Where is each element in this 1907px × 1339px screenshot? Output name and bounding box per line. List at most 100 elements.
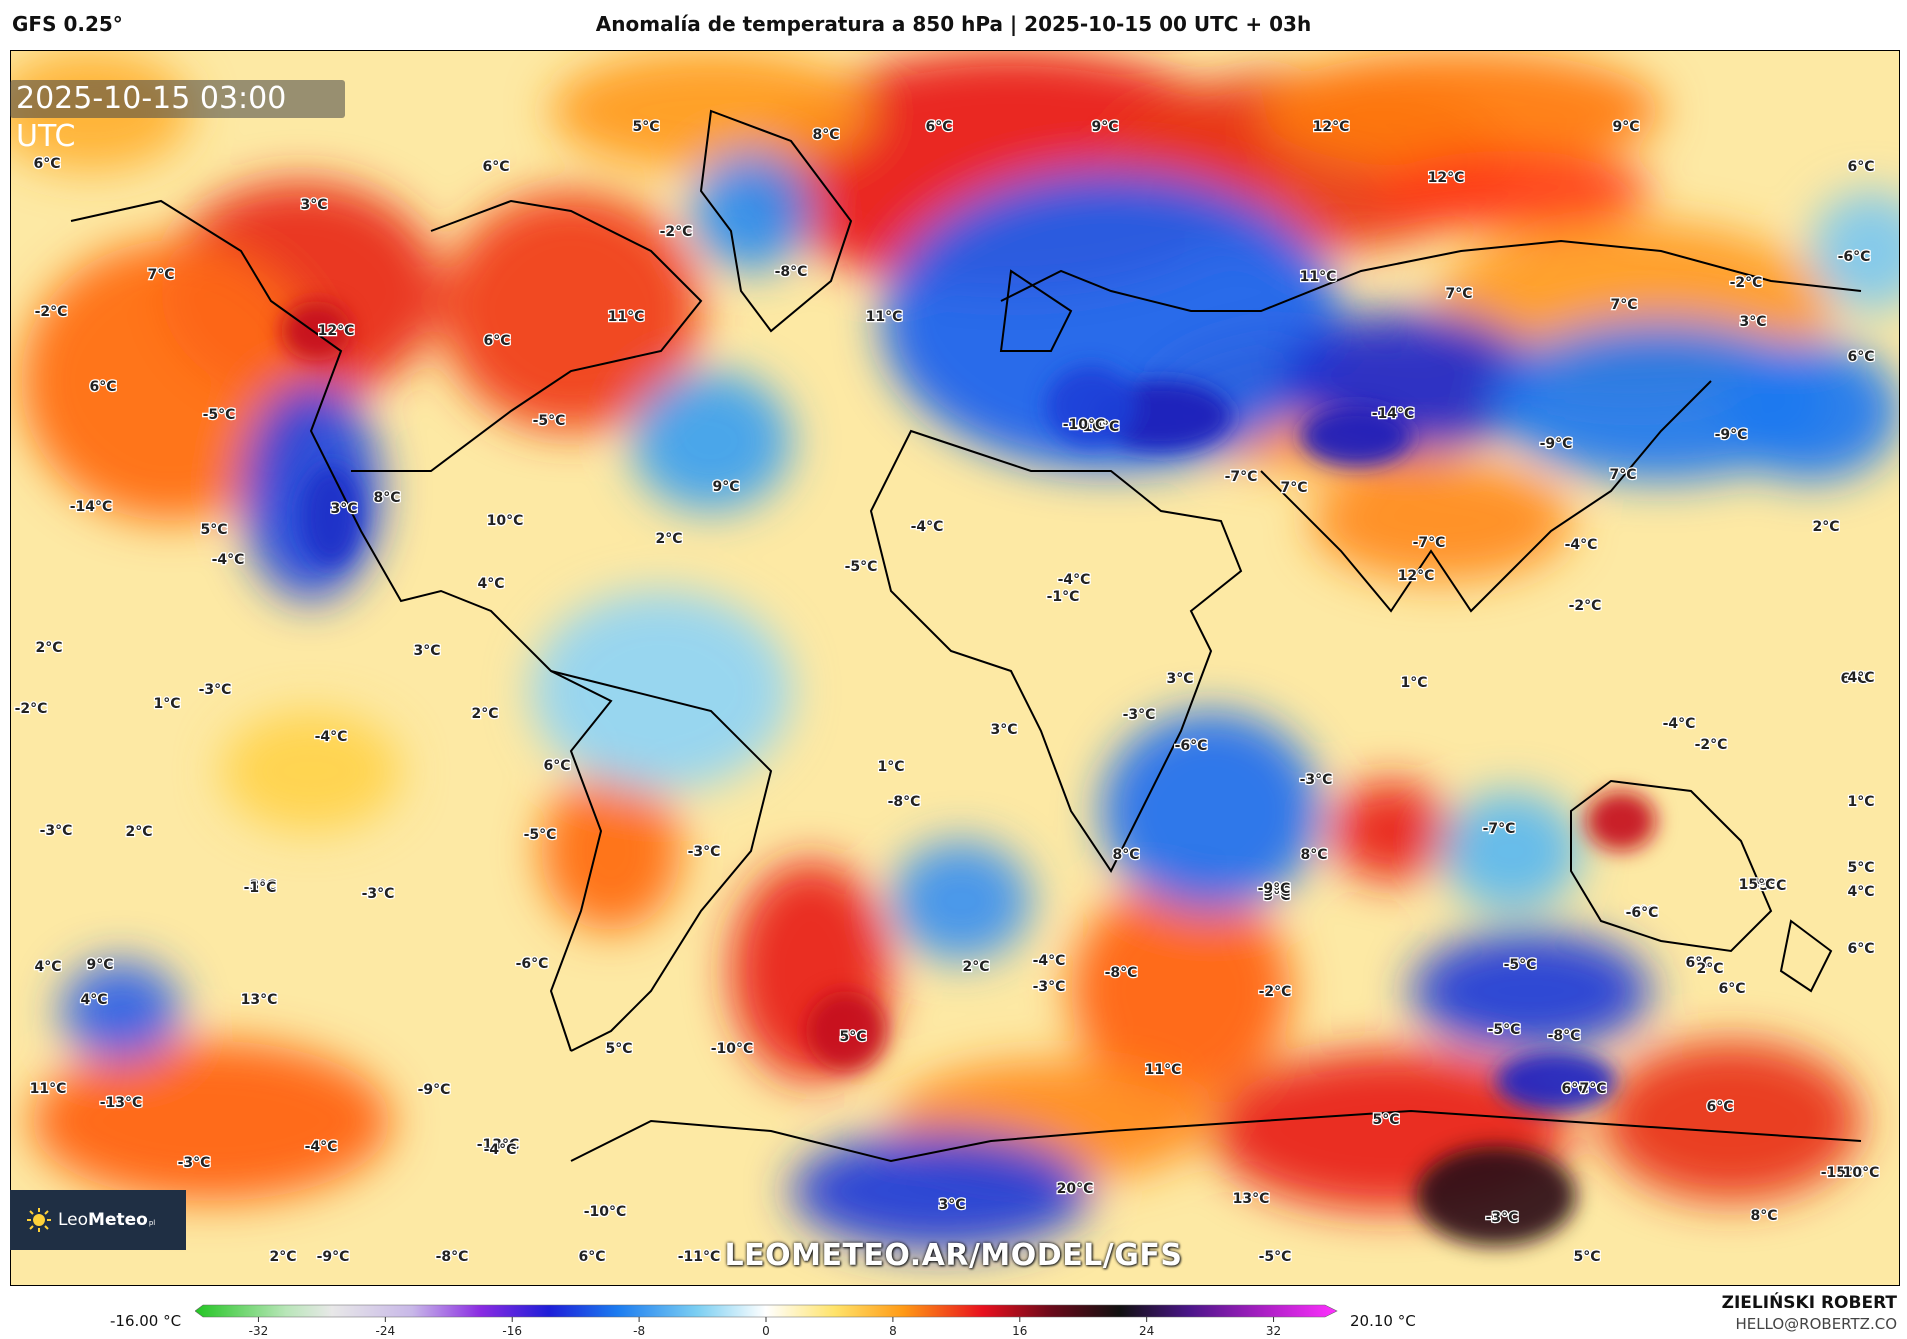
- source-watermark: LEOMETEO.AR/MODEL/GFS: [724, 1238, 1183, 1273]
- temperature-label: -3°C: [40, 823, 73, 839]
- temperature-label: 1°C: [153, 696, 180, 712]
- anomaly-patch: [1496, 1051, 1616, 1111]
- temperature-label: 2°C: [962, 959, 989, 975]
- temperature-label: -4°C: [212, 552, 245, 568]
- temperature-label: 2°C: [35, 640, 62, 656]
- temperature-label: -2°C: [15, 701, 48, 717]
- temperature-label: -10°C: [1063, 417, 1106, 433]
- anomaly-patch: [1331, 781, 1451, 881]
- temperature-label: -2°C: [660, 224, 693, 240]
- temperature-label: 13°C: [1233, 1191, 1270, 1207]
- temperature-label: -3°C: [688, 844, 721, 860]
- temperature-label: 20°C: [1057, 1181, 1094, 1197]
- anomaly-patch: [1586, 791, 1656, 851]
- anomaly-patch: [541, 771, 681, 931]
- temperature-label: 2°C: [471, 706, 498, 722]
- temperature-label: 4°C: [34, 959, 61, 975]
- temperature-label: -5°C: [1754, 878, 1787, 894]
- model-label: GFS 0.25°: [12, 12, 123, 36]
- anomaly-patch: [441, 191, 701, 431]
- temperature-label: 7°C: [147, 267, 174, 283]
- temperature-label: -2°C: [1730, 275, 1763, 291]
- temperature-label: 2°C: [1812, 519, 1839, 535]
- coastline: [999, 269, 1073, 352]
- temperature-label: 1°C: [1400, 675, 1427, 691]
- temperature-label: -4°C: [1565, 537, 1598, 553]
- temperature-label: -4°C: [305, 1139, 338, 1155]
- anomaly-patch: [221, 711, 401, 831]
- temperature-label: -6°C: [1626, 905, 1659, 921]
- temperature-label: 4°C: [477, 576, 504, 592]
- temperature-label: -3°C: [1123, 707, 1156, 723]
- temperature-label: 15°C: [1739, 877, 1776, 893]
- temperature-label: -9°C: [317, 1249, 350, 1265]
- colorbar-tick-label: 8: [889, 1324, 897, 1337]
- temperature-label: -3°C: [178, 1155, 211, 1171]
- anomaly-patch: [31, 1041, 391, 1201]
- colorbar-max-label: 20.10 °C: [1350, 1312, 1416, 1330]
- colorbar: -32 -24 -16 -8 0 8 16 24 32: [195, 1304, 1338, 1337]
- temperature-label: 3°C: [249, 878, 276, 894]
- colorbar-tick-label: 32: [1266, 1324, 1281, 1337]
- coastline: [1000, 239, 1862, 312]
- coastline: [699, 109, 853, 333]
- temperature-label: 12°C: [1428, 170, 1465, 186]
- coastline: [70, 199, 613, 1052]
- temperature-label: -5°C: [1488, 1022, 1521, 1038]
- logo-text-meteo: Meteo: [88, 1210, 148, 1230]
- temperature-label: 3°C: [330, 501, 357, 517]
- temperature-label: 6°C: [1847, 159, 1874, 175]
- temperature-label: 11°C: [866, 309, 903, 325]
- temperature-label: 2°C: [269, 1249, 296, 1265]
- coastline: [1260, 380, 1712, 613]
- anomaly-patch: [1046, 366, 1136, 446]
- temperature-label: -9°C: [1540, 436, 1573, 452]
- colorbar-tick-label: -16: [502, 1324, 522, 1337]
- temperature-label: -7°C: [1413, 535, 1446, 551]
- anomaly-patch: [301, 466, 361, 566]
- sun-icon: [27, 1208, 51, 1232]
- temperature-label: -14°C: [1372, 406, 1415, 422]
- temperature-label: 4°C: [80, 992, 107, 1008]
- temperature-label: -4°C: [1058, 572, 1091, 588]
- temperature-label: 3°C: [1263, 888, 1290, 904]
- temperature-label: 3°C: [300, 197, 327, 213]
- temperature-label: -13°C: [100, 1095, 143, 1111]
- temperature-label: 12°C: [318, 323, 355, 339]
- temperature-label: -5°C: [524, 827, 557, 843]
- temperature-label: 5°C: [605, 1041, 632, 1057]
- temperature-label: 10°C: [1843, 1165, 1880, 1181]
- colorbar-tick-label: -32: [249, 1324, 269, 1337]
- temperature-label: 5°C: [1372, 1112, 1399, 1128]
- temperature-label: -8°C: [888, 794, 921, 810]
- temperature-label: -5°C: [533, 413, 566, 429]
- temperature-label: 6°C: [578, 1249, 605, 1265]
- valid-time-badge: 2025-10-15 03:00 UTC: [10, 80, 345, 154]
- temperature-label: -2°C: [1569, 598, 1602, 614]
- temperature-label: 11°C: [1145, 1062, 1182, 1078]
- temperature-label: -9°C: [1258, 881, 1291, 897]
- temperature-label: 2°C: [125, 824, 152, 840]
- temperature-label: 1°C: [1847, 794, 1874, 810]
- temperature-label: -8°C: [1105, 965, 1138, 981]
- temperature-label: 13°C: [241, 992, 278, 1008]
- temperature-label: -10°C: [711, 1041, 754, 1057]
- logo-suffix: pl: [148, 1219, 156, 1227]
- colorbar-tick-label: 16: [1012, 1324, 1027, 1337]
- temperature-label: -3°C: [1033, 979, 1066, 995]
- anomaly-patch: [531, 591, 791, 791]
- temperature-label: 12°C: [1398, 568, 1435, 584]
- colorbar-tick-label: 24: [1139, 1324, 1154, 1337]
- temperature-label: -15°C: [1821, 1165, 1864, 1181]
- anomaly-patch: [631, 371, 791, 511]
- temperature-label: -9°C: [418, 1082, 451, 1098]
- temperature-label: -6°C: [1175, 738, 1208, 754]
- temperature-label: -4°C: [1663, 716, 1696, 732]
- temperature-label: 8°C: [812, 127, 839, 143]
- anomaly-patch: [1811, 191, 1899, 311]
- colorbar-tick-label: -8: [633, 1324, 645, 1337]
- temperature-label: 12°C: [1313, 119, 1350, 135]
- temperature-label: -4°C: [315, 729, 348, 745]
- temperature-label: 11°C: [30, 1081, 67, 1097]
- temperature-label: 9°C: [1091, 119, 1118, 135]
